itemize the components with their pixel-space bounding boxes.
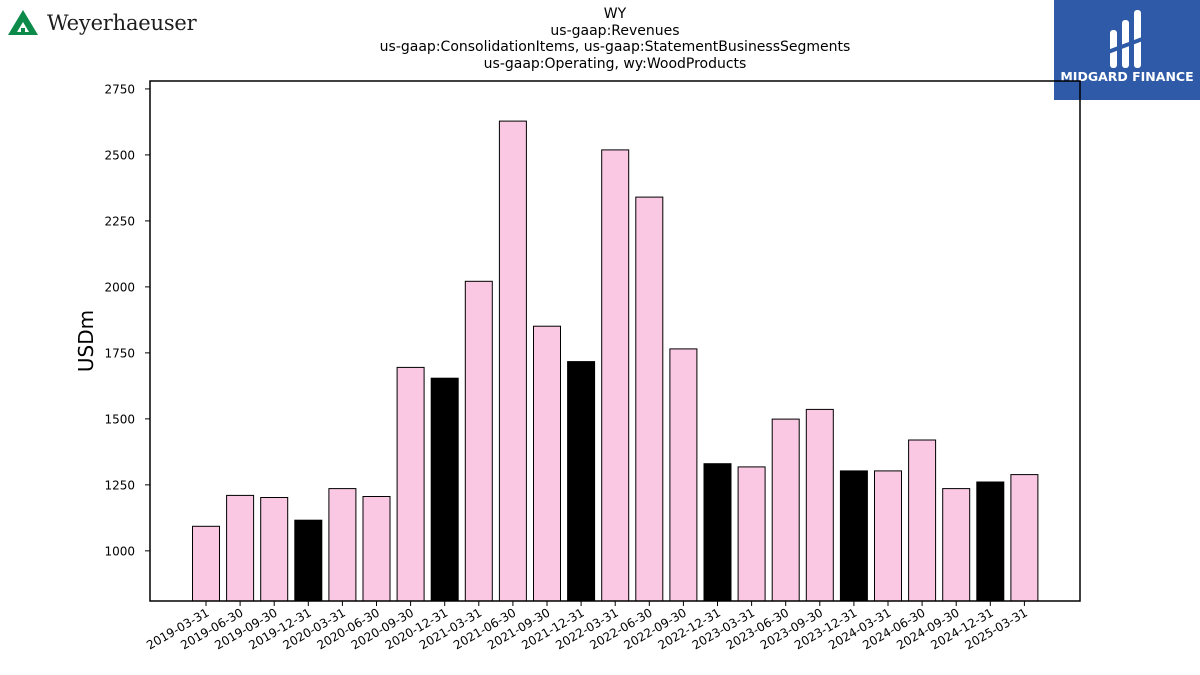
y-tick-label-2250: 2250 (104, 214, 135, 228)
bar-2022-03-31 (601, 149, 630, 602)
chart-title-line-4: us-gaap:Operating, wy:WoodProducts (483, 55, 747, 72)
bar-2019-03-31 (192, 525, 220, 602)
x-axis: 2019-03-312019-06-302019-09-302019-12-31… (144, 601, 1030, 652)
bar-2019-06-30 (226, 494, 255, 602)
bar-2023-03-31 (737, 466, 766, 602)
chart-title-line-1: WY (603, 6, 627, 22)
midgard-finance-logo-text: MIDGARD FINANCE (1060, 69, 1194, 84)
bar-2019-09-30 (260, 497, 289, 602)
midgard-mark-icon (1107, 10, 1146, 68)
y-tick-label-1250: 1250 (104, 478, 135, 492)
bar-2022-09-30 (669, 348, 698, 602)
bar-2023-12-31 (839, 470, 868, 602)
bar-2025-03-31 (1010, 474, 1039, 602)
bar-2020-12-31 (430, 377, 459, 602)
y-tick-label-2750: 2750 (104, 82, 135, 96)
bar-2024-03-31 (874, 470, 902, 602)
chart-title-line-2: us-gaap:Revenues (550, 22, 680, 39)
bar-2020-06-30 (362, 496, 391, 602)
y-tick-label-1500: 1500 (104, 412, 135, 426)
bar-2023-06-30 (771, 418, 800, 602)
weyerhaeuser-logo-text: Weyerhaeuser (47, 11, 197, 35)
bar-2019-12-31 (294, 519, 323, 602)
y-axis: 1000 1250 1500 1750 2000 2250 2500 2750 (104, 82, 150, 558)
bar-2021-09-30 (533, 325, 561, 602)
bar-2022-12-31 (703, 463, 732, 602)
weyerhaeuser-logo: Weyerhaeuser (6, 6, 197, 40)
bar-2023-09-30 (805, 408, 834, 602)
plot-frame (149, 80, 1081, 602)
bar-2021-12-31 (567, 361, 596, 602)
bar-2024-06-30 (908, 439, 937, 602)
bar-2021-03-31 (464, 280, 493, 602)
midgard-finance-logo: MIDGARD FINANCE (1054, 0, 1200, 100)
bar-2022-06-30 (635, 196, 664, 602)
tree-icon (8, 10, 38, 35)
y-tick-label-2500: 2500 (104, 148, 135, 162)
chart-title-line-3: us-gaap:ConsolidationItems, us-gaap:Stat… (379, 39, 851, 55)
bar-2024-09-30 (942, 488, 971, 602)
y-tick-label-1000: 1000 (104, 544, 135, 558)
y-tick-label-1750: 1750 (104, 346, 135, 360)
bar-2021-06-30 (498, 120, 527, 602)
bar-2020-09-30 (396, 366, 425, 602)
bar-2020-03-31 (328, 488, 357, 602)
y-axis-label: USDm (74, 310, 98, 372)
bar-2024-12-31 (976, 481, 1005, 602)
chart-title: WY us-gaap:Revenues us-gaap:Consolidatio… (265, 6, 965, 72)
y-tick-label-2000: 2000 (104, 280, 135, 294)
bars-group (192, 120, 1039, 602)
